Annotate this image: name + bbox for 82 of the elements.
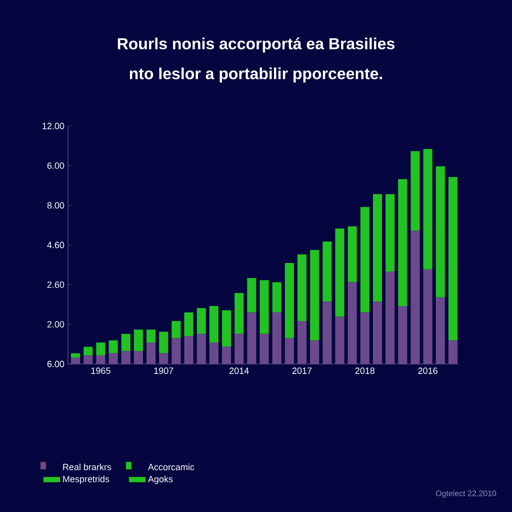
bar — [134, 330, 143, 352]
legend-label: Agoks — [148, 476, 173, 484]
x-tick-label: 2018 — [355, 368, 375, 374]
bar — [423, 149, 432, 270]
bar — [348, 226, 357, 282]
x-tick-label: 1965 — [91, 368, 110, 374]
bar — [222, 346, 232, 364]
bar — [322, 302, 332, 364]
bar — [96, 342, 106, 356]
bar — [84, 355, 93, 364]
x-tick-label: 2017 — [292, 368, 312, 374]
bar — [71, 353, 80, 358]
legend-label: Accorcamic — [148, 464, 194, 470]
bar — [272, 282, 282, 312]
bar — [284, 262, 294, 338]
text: 2.00 — [47, 321, 64, 328]
bar — [322, 241, 332, 302]
bar — [272, 312, 282, 364]
bar — [398, 306, 408, 364]
bar — [386, 194, 395, 272]
bar — [410, 230, 420, 364]
bar — [386, 272, 395, 364]
bar — [436, 166, 445, 298]
bar — [159, 353, 168, 364]
x-tick-label: 2016 — [418, 368, 438, 374]
bar — [172, 321, 181, 338]
x-tick-label: 2014 — [230, 368, 249, 374]
bar — [436, 297, 445, 364]
bar — [372, 194, 382, 302]
bar — [310, 250, 320, 340]
bar — [184, 312, 194, 336]
text: 12.00 — [42, 122, 64, 130]
bar — [360, 207, 370, 312]
bar — [410, 151, 420, 231]
x-tick-label: 1907 — [154, 368, 174, 374]
bar — [108, 340, 118, 354]
text: 6.00 — [47, 360, 64, 368]
bar — [335, 316, 344, 364]
bar — [146, 330, 156, 342]
bar — [234, 293, 244, 334]
bar — [222, 310, 232, 347]
text: 4.60 — [47, 242, 64, 248]
text: 6.00 — [47, 162, 64, 169]
bar — [108, 353, 118, 364]
bar — [260, 334, 269, 364]
bar — [84, 346, 93, 356]
bar — [196, 308, 206, 334]
bar — [209, 306, 218, 342]
bar — [297, 321, 307, 364]
bar — [71, 358, 80, 364]
bar — [209, 342, 218, 364]
bar — [360, 312, 370, 364]
bar — [121, 334, 130, 352]
bar — [372, 302, 382, 364]
bar — [121, 351, 130, 364]
legend-label: Mespretrids — [63, 476, 110, 484]
bar — [310, 340, 320, 364]
bar — [448, 176, 458, 340]
bar — [184, 336, 194, 364]
legend-label: Real brarkrs — [63, 464, 112, 470]
bar — [96, 355, 106, 364]
chart-title: Rourls nonis accorportá ea Brasilies — [118, 37, 394, 53]
bar — [247, 278, 256, 312]
bar — [335, 228, 344, 317]
bar — [284, 338, 294, 364]
bar — [196, 334, 206, 364]
text: 8.00 — [47, 202, 64, 209]
bar — [247, 312, 256, 364]
bar — [448, 340, 458, 364]
bar — [134, 351, 143, 364]
bar — [398, 179, 408, 306]
bar — [172, 338, 181, 364]
bar — [260, 280, 269, 334]
text: Ogtelect 22,2010 — [436, 490, 496, 498]
bar — [159, 332, 168, 354]
bar — [146, 342, 156, 364]
text: 2.60 — [47, 281, 64, 288]
bar — [234, 334, 244, 364]
bar — [348, 282, 357, 364]
bar — [297, 254, 307, 321]
bar — [423, 269, 432, 364]
chart-subtitle: nto leslor a portabilir pporceente. — [130, 68, 382, 82]
